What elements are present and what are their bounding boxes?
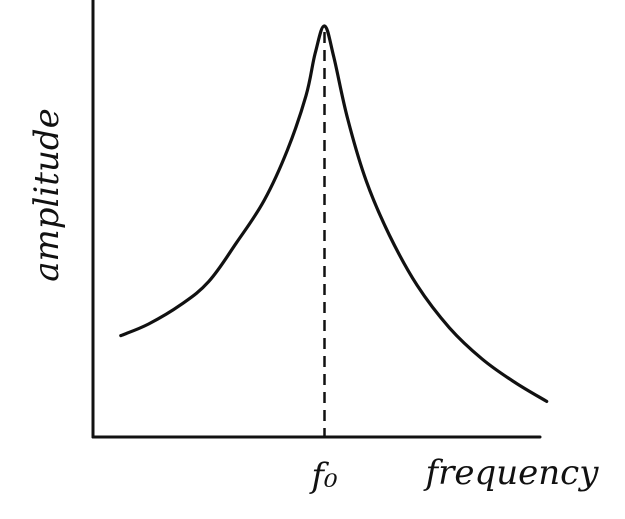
- x-axis-label: frequency: [423, 453, 600, 493]
- x-tick-label-0: f₀: [308, 456, 338, 496]
- axes: [91, 0, 542, 439]
- y-axis-label: amplitude: [27, 108, 67, 281]
- x-ticks: f₀: [308, 456, 338, 496]
- series-line-0: [119, 24, 549, 403]
- series-group: [119, 24, 549, 403]
